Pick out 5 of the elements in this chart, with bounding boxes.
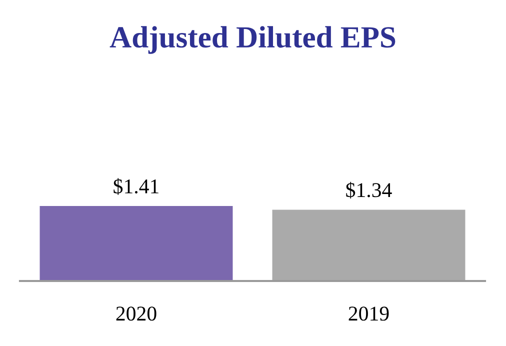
data-label: $1.41: [114, 178, 158, 195]
chart-title: Adjusted Diluted EPS: [110, 26, 396, 54]
data-label: $1.34: [346, 182, 392, 199]
x-tick-label: 2020: [116, 306, 156, 321]
x-tick-label: 2019: [348, 306, 389, 321]
